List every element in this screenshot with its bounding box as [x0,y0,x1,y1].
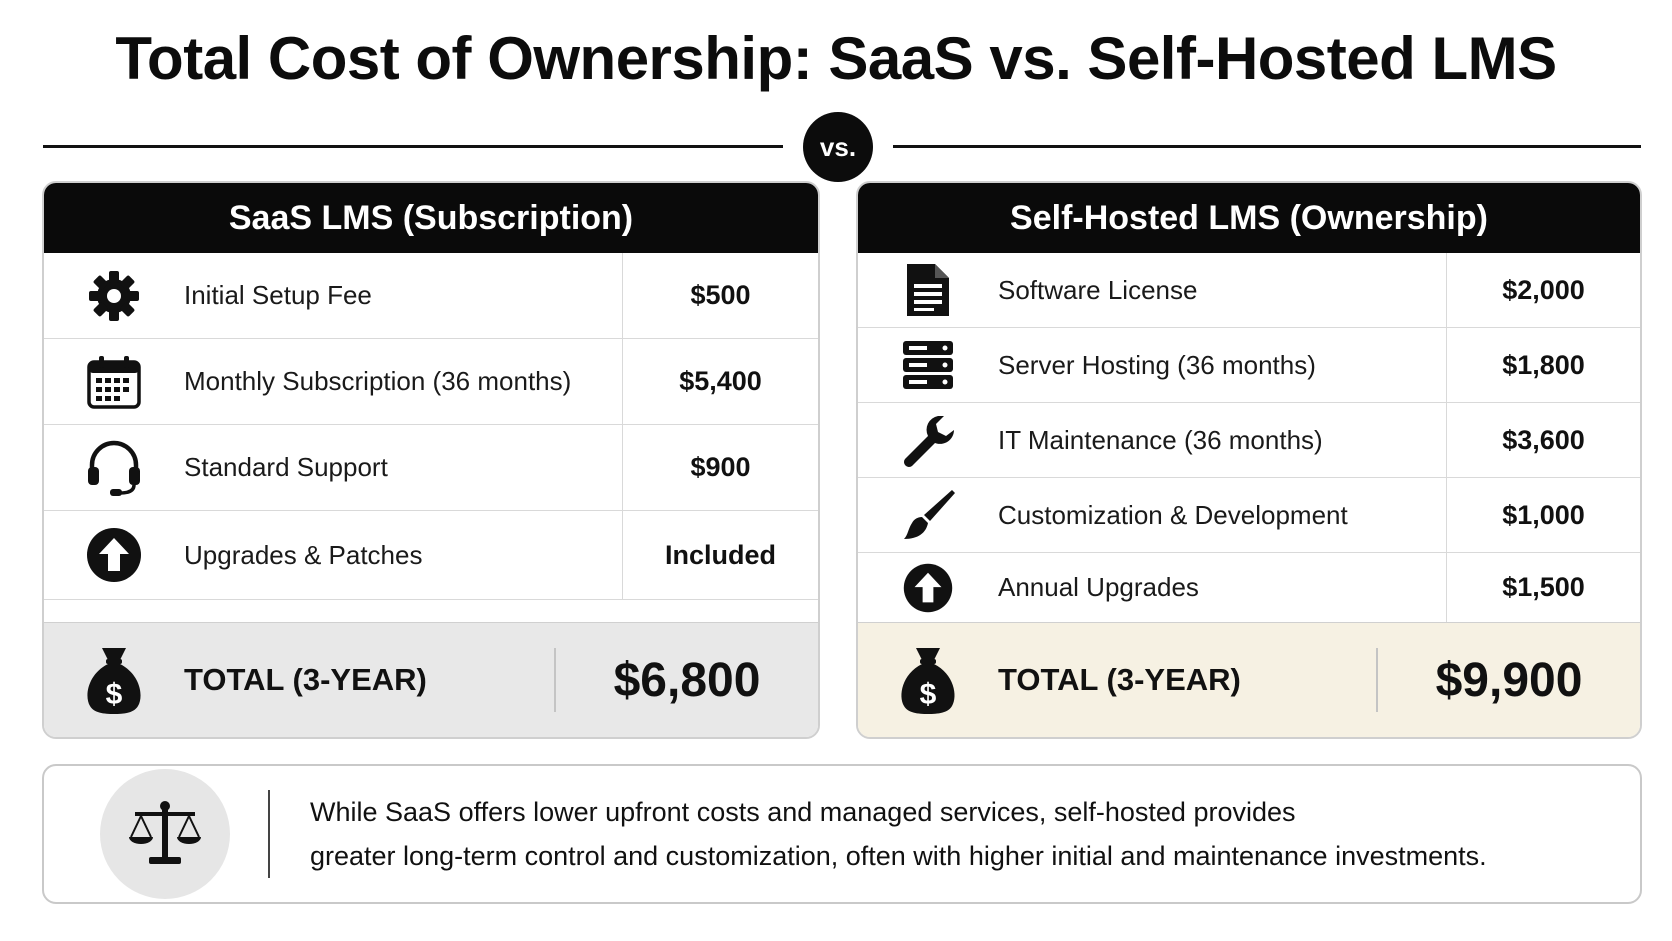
total-divider [554,648,556,712]
saas-card-header: SaaS LMS (Subscription) [44,183,818,253]
summary-box: While SaaS offers lower upfront costs an… [42,764,1642,904]
saas-row-label: Upgrades & Patches [184,539,423,570]
self-hosted-total-row: $ TOTAL (3-YEAR) $9,900 [858,622,1640,737]
saas-row-value: $500 [622,253,818,338]
self-row-value: $1,500 [1446,553,1640,622]
balance-scale-badge [100,769,230,899]
saas-row-support: Standard Support $900 [44,425,818,511]
saas-row-upgrades: Upgrades & Patches Included [44,511,818,600]
vs-badge: vs. [803,112,873,182]
saas-card: SaaS LMS (Subscription) [42,181,820,739]
self-row-value: $2,000 [1446,253,1640,327]
divider-line-right [893,145,1641,148]
self-hosted-card: Self-Hosted LMS (Ownership) Software Lic… [856,181,1642,739]
self-row-hosting: Server Hosting (36 months) $1,800 [858,328,1640,403]
svg-text:$: $ [920,678,937,711]
upgrade-arrow-icon [858,562,998,614]
saas-total-row: $ TOTAL (3-YEAR) $6,800 [44,622,818,737]
saas-row-value: $5,400 [622,339,818,424]
self-row-customization: Customization & Development $1,000 [858,478,1640,553]
svg-text:$: $ [106,678,123,711]
headset-icon [44,437,184,499]
self-row-label: Customization & Development [998,499,1348,530]
balance-scale-icon [129,801,201,864]
self-row-value: $3,600 [1446,403,1640,477]
self-hosted-total-label: TOTAL (3-YEAR) [998,662,1241,697]
summary-line-2: greater long-term control and customizat… [310,841,1487,871]
saas-row-label: Initial Setup Fee [184,280,372,310]
self-row-label: Annual Upgrades [998,572,1199,602]
saas-total-value: $6,800 [613,653,761,707]
self-hosted-total-value: $9,900 [1435,653,1583,707]
server-icon [858,339,998,391]
document-icon [858,262,998,318]
total-divider [1376,648,1378,712]
saas-row-value: $900 [622,425,818,510]
summary-text: While SaaS offers lower upfront costs an… [310,790,1590,878]
summary-divider [268,790,270,878]
money-bag-icon: $ [44,644,184,716]
self-row-label: Server Hosting (36 months) [998,349,1316,380]
self-row-license: Software License $2,000 [858,253,1640,328]
paintbrush-icon [858,487,998,543]
saas-total-label: TOTAL (3-YEAR) [184,662,427,697]
saas-row-label: Standard Support [184,452,388,482]
saas-row-subscription: Monthly Subscription (36 months) $5,400 [44,339,818,425]
self-row-upgrades: Annual Upgrades $1,500 [858,553,1640,623]
saas-row-value: Included [622,511,818,599]
saas-row-setup-fee: Initial Setup Fee $500 [44,253,818,339]
self-row-value: $1,000 [1446,478,1640,552]
upgrade-arrow-icon [44,526,184,584]
self-hosted-card-header: Self-Hosted LMS (Ownership) [858,183,1640,253]
gear-icon [44,268,184,324]
saas-row-label: Monthly Subscription (36 months) [184,366,572,396]
money-bag-icon: $ [858,644,998,716]
self-row-maintenance: IT Maintenance (36 months) $3,600 [858,403,1640,478]
self-row-value: $1,800 [1446,328,1640,402]
summary-line-1: While SaaS offers lower upfront costs an… [310,797,1296,827]
page-title: Total Cost of Ownership: SaaS vs. Self-H… [115,25,1557,92]
calendar-icon [44,353,184,411]
self-row-label: Software License [998,274,1198,305]
wrench-icon [858,412,998,468]
self-row-label: IT Maintenance (36 months) [998,424,1323,455]
divider-line-left [43,145,783,148]
